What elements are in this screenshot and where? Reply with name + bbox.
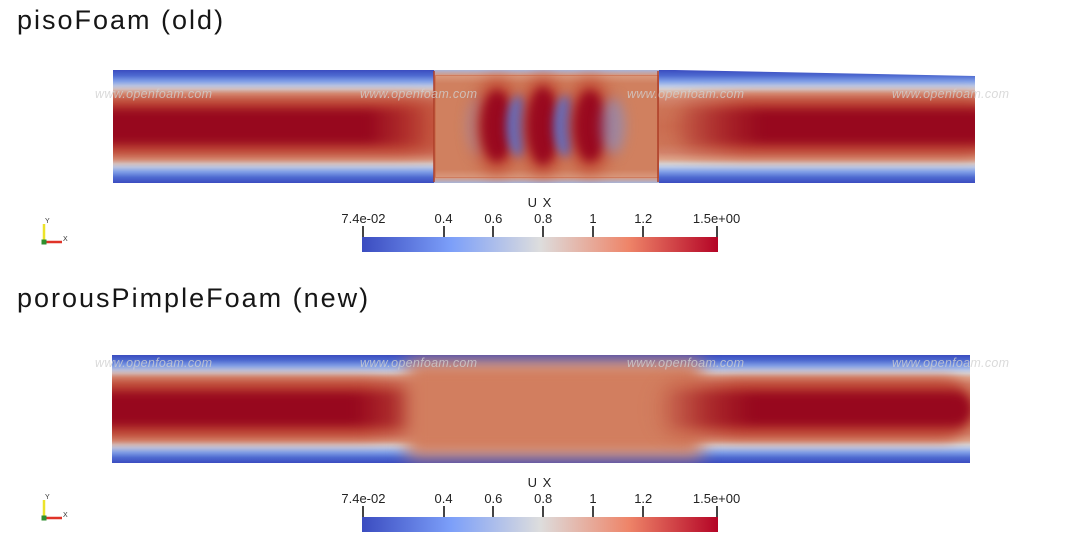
colorbar-gradient — [362, 517, 718, 532]
porous-zone-boundary-right — [657, 71, 659, 182]
colorbar-title: U X — [527, 195, 553, 210]
openfoam-watermark: www.openfoam.com — [95, 356, 213, 370]
colorbar-tick-label: 0.8 — [534, 491, 553, 506]
colorbar-gradient — [362, 237, 718, 252]
colorbar-tick-mark — [492, 226, 495, 237]
colorbar-tick-mark — [642, 506, 645, 517]
colorbar-tick-mark — [442, 506, 445, 517]
inlet-jet-core-old — [113, 108, 438, 145]
colorbar-tick-label: 0.4 — [434, 491, 453, 506]
colorbar-tick-label: 0.8 — [534, 211, 553, 226]
colorbar-tick-mark — [542, 226, 545, 237]
red-lobe-2 — [527, 87, 559, 165]
openfoam-watermark: www.openfoam.com — [360, 87, 478, 101]
colorbar-tick-mark — [592, 506, 595, 517]
z-axis-origin-marker — [41, 515, 47, 521]
colorbar-tick-label: 1.2 — [634, 211, 653, 226]
colorbar-tick-label: 7.4e-02 — [341, 491, 386, 506]
colorbar-tick-mark — [362, 226, 365, 237]
colorbar-tick-mark — [442, 226, 445, 237]
y-axis-label: Y — [45, 494, 50, 501]
colorbar-tick-label: 1.5e+00 — [692, 211, 741, 226]
colorbar-tick-label: 1.5e+00 — [692, 491, 741, 506]
openfoam-watermark: www.openfoam.com — [360, 356, 478, 370]
orientation-axes-new: Y X — [34, 492, 70, 526]
colorbar-title: U X — [527, 475, 553, 490]
x-axis-label: X — [63, 236, 68, 243]
outlet-jet-core-new — [660, 390, 970, 428]
openfoam-watermark: www.openfoam.com — [892, 356, 1010, 370]
colorbar-tick-mark — [715, 506, 718, 517]
colorbar-tick-mark — [492, 506, 495, 517]
openfoam-watermark: www.openfoam.com — [95, 87, 213, 101]
colorbar-tick-mark — [642, 226, 645, 237]
colorbar-tick-label: 7.4e-02 — [341, 211, 386, 226]
faint-blue-lobe-2 — [601, 98, 625, 154]
porous-zone-boundary-left — [433, 71, 435, 182]
colorbar-tick-label: 1.2 — [634, 491, 653, 506]
panel-title-pisofoam: pisoFoam (old) — [17, 5, 226, 35]
panel-title-porouspimplefoam: porousPimpleFoam (new) — [17, 283, 371, 313]
z-axis-origin-marker — [41, 239, 47, 245]
colorbar-tick-label: 0.6 — [484, 491, 503, 506]
render-view-new — [112, 355, 970, 463]
colorbar-tick-label: 1 — [589, 491, 597, 506]
colorbar-tick-label: 0.6 — [484, 211, 503, 226]
colorbar-tick-label: 0.4 — [434, 211, 453, 226]
outlet-jet-core-old — [673, 108, 975, 145]
colorbar-tick-mark — [715, 226, 718, 237]
channel-top-taper — [675, 70, 975, 76]
colorbar-tick-mark — [592, 226, 595, 237]
render-view-old — [113, 70, 975, 183]
inlet-jet-core-new — [112, 390, 442, 428]
orientation-axes-old: Y X — [34, 216, 70, 250]
colorbar-tick-label: 1 — [589, 211, 597, 226]
colorbar-old: U X 7.4e-02 0.4 0.6 0.8 1 1.2 1.5e+00 — [341, 195, 740, 252]
colorbar-tick-mark — [362, 506, 365, 517]
x-axis-label: X — [63, 512, 68, 519]
openfoam-watermark: www.openfoam.com — [627, 87, 745, 101]
openfoam-watermark: www.openfoam.com — [627, 356, 745, 370]
red-lobe-3 — [574, 90, 606, 162]
colorbar-tick-mark — [542, 506, 545, 517]
openfoam-watermark: www.openfoam.com — [892, 87, 1010, 101]
colorbar-new: U X 7.4e-02 0.4 0.6 0.8 1 1.2 1.5e+00 — [341, 475, 740, 532]
y-axis-label: Y — [45, 218, 50, 225]
